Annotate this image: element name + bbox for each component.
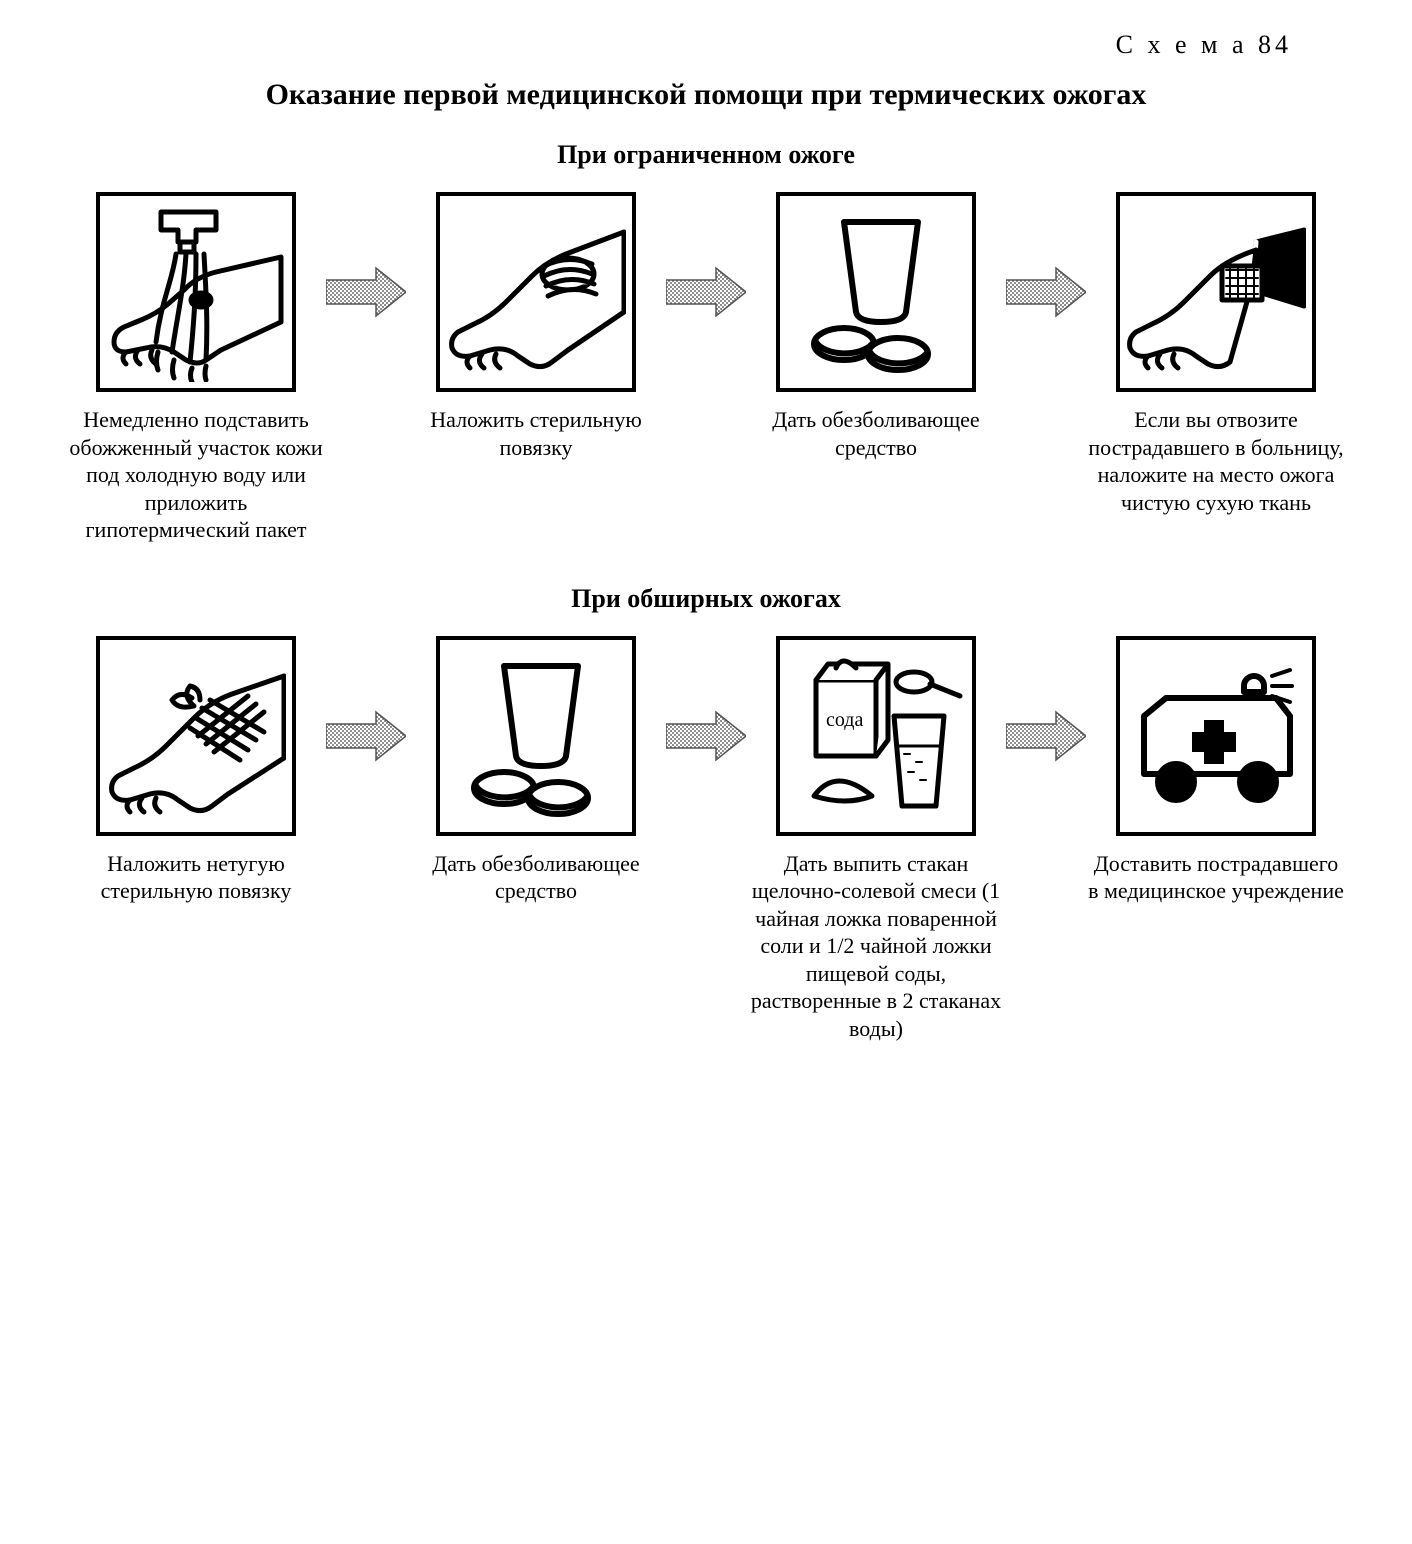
step-painkiller-2: Дать обезболивающее средство: [406, 636, 666, 905]
tile: [776, 192, 976, 392]
hand-under-tap-icon: [106, 202, 286, 382]
loose-bandaged-arm-icon: [106, 646, 286, 826]
cup-and-pills-icon: [786, 202, 966, 382]
tile: [1116, 192, 1316, 392]
tile: [436, 192, 636, 392]
svg-text:сода: сода: [826, 709, 863, 731]
step-cool-water: Немедленно подставить обожженный участок…: [66, 192, 326, 544]
section2-subtitle: При обширных ожогах: [40, 584, 1372, 614]
tile: [96, 636, 296, 836]
scheme-label: С х е м а 84: [40, 30, 1372, 60]
caption: Если вы отвозите пострадавшего в больниц…: [1086, 406, 1346, 516]
caption: Дать обезболивающее средство: [406, 850, 666, 905]
tile: сода: [776, 636, 976, 836]
section2-row: Наложить нетугую стерильную повязку Дать…: [40, 636, 1372, 1043]
arrow: [1006, 636, 1086, 836]
caption: Доставить пострадавшего в медицинское уч…: [1086, 850, 1346, 905]
arrow: [1006, 192, 1086, 392]
caption: Дать обезболивающее средство: [746, 406, 1006, 461]
bandaged-arm-icon: [446, 202, 626, 382]
arrow: [326, 636, 406, 836]
caption: Наложить нетугую стерильную повязку: [66, 850, 326, 905]
caption: Наложить стерильную повязку: [406, 406, 666, 461]
arrow: [326, 192, 406, 392]
main-title: Оказание первой медицинской помощи при т…: [40, 78, 1372, 112]
step-sterile-bandage: Наложить стерильную повязку: [406, 192, 666, 461]
tile: [1116, 636, 1316, 836]
arrow: [666, 636, 746, 836]
caption: Дать выпить стакан щелочно-солевой смеси…: [746, 850, 1006, 1043]
caption: Немедленно подставить обожженный участок…: [66, 406, 326, 544]
ambulance-icon: [1126, 646, 1306, 826]
tile: [96, 192, 296, 392]
arrow: [666, 192, 746, 392]
step-deliver-hospital: Доставить пострадавшего в медицинское уч…: [1086, 636, 1346, 905]
section1-subtitle: При ограниченном ожоге: [40, 140, 1372, 170]
step-saline-soda-drink: сода Дать выпить стакан щелочно-солевой …: [746, 636, 1006, 1043]
step-loose-bandage: Наложить нетугую стерильную повязку: [66, 636, 326, 905]
step-painkiller: Дать обезболивающее средство: [746, 192, 1006, 461]
section1-row: Немедленно подставить обожженный участок…: [40, 192, 1372, 544]
arm-with-cloth-icon: [1126, 202, 1306, 382]
step-clean-cloth: Если вы отвозите пострадавшего в больниц…: [1086, 192, 1346, 516]
tile: [436, 636, 636, 836]
soda-box-spoon-glass-icon: сода: [786, 646, 966, 826]
cup-and-pills-icon: [446, 646, 626, 826]
